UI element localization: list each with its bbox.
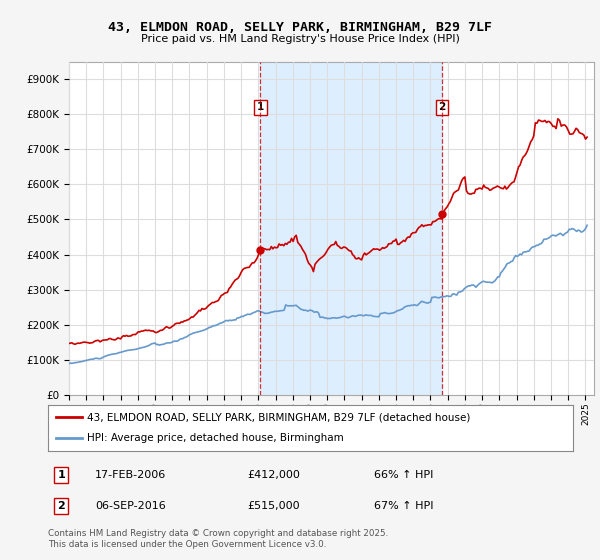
Text: HPI: Average price, detached house, Birmingham: HPI: Average price, detached house, Birm… xyxy=(88,433,344,444)
Text: 43, ELMDON ROAD, SELLY PARK, BIRMINGHAM, B29 7LF: 43, ELMDON ROAD, SELLY PARK, BIRMINGHAM,… xyxy=(108,21,492,34)
Text: 43, ELMDON ROAD, SELLY PARK, BIRMINGHAM, B29 7LF (detached house): 43, ELMDON ROAD, SELLY PARK, BIRMINGHAM,… xyxy=(88,412,471,422)
Text: 1: 1 xyxy=(57,470,65,480)
Text: £515,000: £515,000 xyxy=(248,501,300,511)
Text: 67% ↑ HPI: 67% ↑ HPI xyxy=(373,501,433,511)
Text: 17-FEB-2006: 17-FEB-2006 xyxy=(95,470,167,480)
Bar xyxy=(260,62,442,395)
Text: £412,000: £412,000 xyxy=(248,470,301,480)
Text: 1: 1 xyxy=(257,102,264,112)
Text: 06-SEP-2016: 06-SEP-2016 xyxy=(95,501,166,511)
Text: 2: 2 xyxy=(439,102,446,112)
Text: Contains HM Land Registry data © Crown copyright and database right 2025.
This d: Contains HM Land Registry data © Crown c… xyxy=(48,529,388,549)
Text: Price paid vs. HM Land Registry's House Price Index (HPI): Price paid vs. HM Land Registry's House … xyxy=(140,34,460,44)
Text: 66% ↑ HPI: 66% ↑ HPI xyxy=(373,470,433,480)
Text: 2: 2 xyxy=(57,501,65,511)
